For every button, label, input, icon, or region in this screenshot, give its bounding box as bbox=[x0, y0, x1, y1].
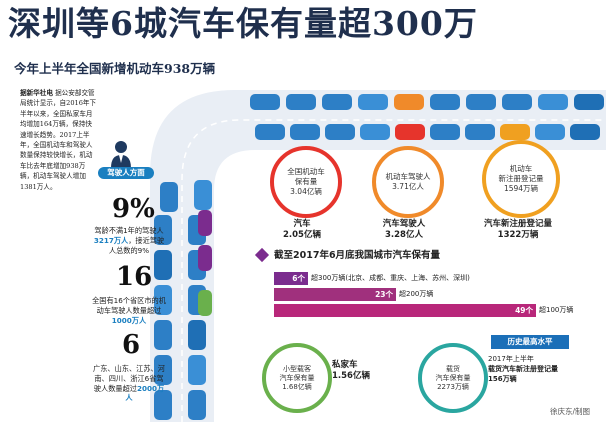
car bbox=[325, 124, 355, 140]
stat-six-provinces-text: 广东、山东、江苏、河南、四川、浙江6省驾驶人数量超过2000万人 bbox=[93, 364, 165, 403]
city-section-title: 截至2017年6月底我国城市汽车保有量 bbox=[274, 250, 441, 261]
car bbox=[198, 245, 212, 271]
driver-avatar-icon bbox=[110, 140, 132, 168]
car bbox=[290, 124, 320, 140]
city-bar-200-label: 超200万辆 bbox=[399, 290, 434, 298]
car bbox=[198, 290, 212, 316]
car bbox=[500, 124, 530, 140]
bubble-registrations: 机动车 新注册登记量 1594万辆 bbox=[482, 140, 560, 218]
car bbox=[322, 94, 352, 110]
car bbox=[360, 124, 390, 140]
stat-provinces-number: 16 bbox=[116, 262, 153, 292]
stat-provinces-text: 全国有16个省区市的机动车驾驶人数量超过1000万人 bbox=[92, 296, 166, 325]
car bbox=[255, 124, 285, 140]
car bbox=[154, 320, 172, 350]
car bbox=[466, 94, 496, 110]
intro-prefix: 据新华社电 bbox=[20, 89, 53, 97]
car bbox=[502, 94, 532, 110]
car bbox=[188, 355, 206, 385]
bubble-vehicles: 全国机动车 保有量 3.04亿辆 bbox=[270, 146, 342, 218]
car bbox=[358, 94, 388, 110]
stat-six-provinces-number: 6 bbox=[122, 330, 141, 360]
car bbox=[154, 250, 172, 280]
city-bar-100-label: 超100万辆 bbox=[539, 306, 574, 314]
car bbox=[395, 124, 425, 140]
intro-paragraph: 据新华社电 据公安部交管局统计显示，自2016年下半年以来，全国私家车月均增加1… bbox=[20, 88, 98, 192]
car bbox=[430, 124, 460, 140]
car bbox=[160, 182, 178, 212]
caption-car-registrations: 汽车新注册登记量 1322万辆 bbox=[483, 219, 552, 240]
stat-percent-number: 9% bbox=[112, 194, 155, 224]
car bbox=[286, 94, 316, 110]
car bbox=[430, 94, 460, 110]
stat-percent-text: 驾龄不满1年的驾驶人3217万人，接近驾驶人总数的9% bbox=[93, 226, 165, 255]
city-bar-300: 6个 bbox=[274, 272, 308, 285]
page-subtitle: 今年上半年全国新增机动车938万辆 bbox=[14, 61, 216, 76]
credit: 徐庆东/制图 bbox=[550, 407, 591, 416]
intro-text: 据公安部交管局统计显示，自2016年下半年以来，全国私家车月均增加164万辆，保… bbox=[20, 89, 97, 191]
page-title: 深圳等6城汽车保有量超300万 bbox=[8, 4, 478, 43]
city-bar-200: 23个 bbox=[274, 288, 396, 301]
car bbox=[538, 94, 568, 110]
car bbox=[188, 320, 206, 350]
city-bar-300-label: 超300万辆(北京、成都、重庆、上海、苏州、深圳) bbox=[311, 274, 470, 282]
car bbox=[154, 215, 172, 245]
car bbox=[154, 285, 172, 315]
record-text: 2017年上半年 载货汽车新注册登记量 156万辆 bbox=[488, 355, 558, 383]
caption-car-drivers: 汽车驾驶人 3.28亿人 bbox=[382, 219, 426, 240]
bubble-small-passenger: 小型载客 汽车保有量 1.68亿辆 bbox=[262, 343, 332, 413]
caption-cars: 汽车 2.05亿辆 bbox=[283, 219, 321, 240]
driver-section-badge: 驾驶人方面 bbox=[98, 167, 154, 179]
car bbox=[465, 124, 495, 140]
car bbox=[188, 390, 206, 420]
car bbox=[394, 94, 424, 110]
car bbox=[570, 124, 600, 140]
car bbox=[535, 124, 565, 140]
car bbox=[250, 94, 280, 110]
bubble-trucks: 载货 汽车保有量 2273万辆 bbox=[418, 343, 488, 413]
city-bar-100: 49个 bbox=[274, 304, 536, 317]
bubble-drivers: 机动车驾驶人 3.71亿人 bbox=[372, 146, 444, 218]
car bbox=[154, 355, 172, 385]
caption-private-car: 私家车 1.56亿辆 bbox=[332, 360, 370, 381]
car bbox=[198, 210, 212, 236]
record-badge: 历史最高水平 bbox=[491, 335, 569, 349]
car bbox=[574, 94, 604, 110]
car bbox=[194, 180, 212, 210]
car bbox=[154, 390, 172, 420]
